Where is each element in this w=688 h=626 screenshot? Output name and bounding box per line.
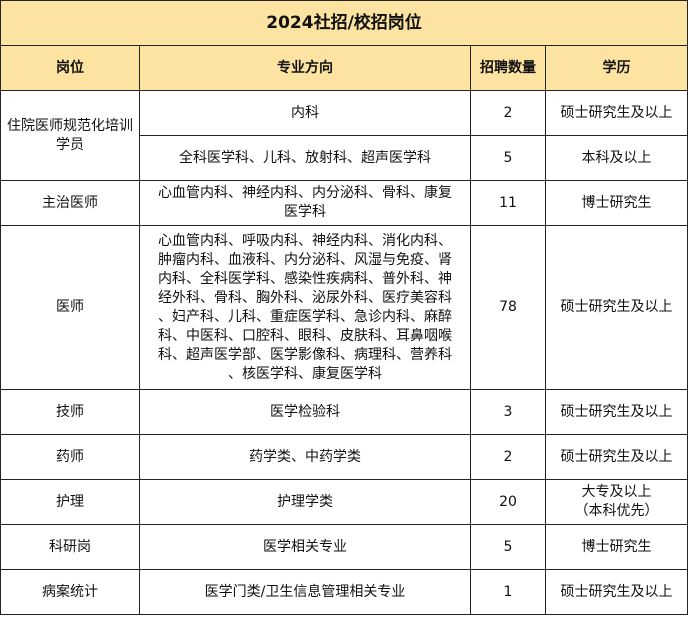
position-cell: 药师 (0, 434, 140, 480)
major-cell: 全科医学科、儿科、放射科、超声医学科 (139, 135, 471, 181)
major-cell: 药学类、中药学类 (139, 434, 471, 480)
major-cell: 心血管内科、神经内科、内分泌科、骨科、康复 医学科 (139, 180, 471, 226)
table-row: 技师 医学检验科 3 硕士研究生及以上 (0, 389, 688, 435)
education-cell: 博士研究生 (544, 180, 688, 226)
major-line: 内科、全科医学科、感染性疾病科、普外科、神 (158, 270, 452, 287)
major-line: 心血管内科、神经内科、内分泌科、骨科、康复 (158, 185, 452, 201)
table-row: 科研岗 医学相关专业 5 博士研究生 (0, 524, 688, 570)
count-cell: 1 (470, 569, 546, 615)
education-cell: 硕士研究生及以上 (544, 225, 688, 390)
major-line: 经外科、骨科、胸外科、泌尿外科、医疗美容科 (158, 289, 452, 306)
major-line: 、妇产科、儿科、重症医学科、急诊内科、麻醉 (158, 308, 452, 325)
table-row: 医师 心血管内科、呼吸内科、神经内科、消化内科、 肿瘤内科、血液科、内分泌科、风… (0, 225, 688, 390)
position-cell: 技师 (0, 389, 140, 435)
table-row: 病案统计 医学门类/卫生信息管理相关专业 1 硕士研究生及以上 (0, 569, 688, 615)
major-line: 肿瘤内科、血液科、内分泌科、风湿与免疫、肾 (158, 251, 452, 268)
count-cell: 2 (470, 434, 546, 480)
header-count: 招聘数量 (470, 45, 546, 91)
major-line: 科、超声医学部、医学影像科、病理科、营养科 (158, 346, 452, 363)
position-cell: 病案统计 (0, 569, 140, 615)
table-row: 全科医学科、儿科、放射科、超声医学科 5 本科及以上 (1, 135, 688, 181)
education-cell: 大专及以上 （本科优先） (544, 479, 688, 525)
major-line: 医学科 (284, 204, 326, 220)
education-line: （本科优先） (574, 503, 659, 519)
header-education: 学历 (544, 45, 688, 91)
table-row: 护理 护理学类 20 大专及以上 （本科优先） (0, 479, 688, 525)
count-cell: 3 (470, 389, 546, 435)
major-cell: 医学相关专业 (139, 524, 471, 570)
position-cell: 科研岗 (0, 524, 140, 570)
table-row: 药师 药学类、中药学类 2 硕士研究生及以上 (0, 434, 688, 480)
count-cell: 20 (470, 479, 546, 525)
header-major: 专业方向 (139, 45, 471, 91)
count-cell: 2 (470, 90, 546, 136)
education-cell: 博士研究生 (544, 524, 688, 570)
major-line: 心血管内科、呼吸内科、神经内科、消化内科、 (158, 232, 452, 249)
education-cell: 硕士研究生及以上 (544, 569, 688, 615)
education-cell: 硕士研究生及以上 (544, 389, 688, 435)
major-cell: 医学检验科 (139, 389, 471, 435)
education-cell: 硕士研究生及以上 (544, 90, 688, 136)
major-cell: 护理学类 (139, 479, 471, 525)
count-cell: 5 (470, 524, 546, 570)
position-cell: 医师 (0, 225, 140, 390)
table-row: 住院医师规范化培训学员 内科 2 硕士研究生及以上 (0, 90, 688, 181)
position-cell: 护理 (0, 479, 140, 525)
position-cell: 住院医师规范化培训学员 (0, 90, 140, 181)
table-title: 2024社招/校招岗位 (0, 0, 688, 46)
education-line: 大专及以上 (581, 484, 652, 500)
count-cell: 5 (470, 135, 546, 181)
position-cell: 主治医师 (0, 180, 140, 226)
major-cell: 医学门类/卫生信息管理相关专业 (139, 569, 471, 615)
major-line: 、核医学科、康复医学科 (228, 365, 382, 382)
table-row: 主治医师 心血管内科、神经内科、内分泌科、骨科、康复 医学科 11 博士研究生 (0, 180, 688, 226)
major-line: 科、中医科、口腔科、眼科、皮肤科、耳鼻咽喉 (158, 327, 452, 344)
count-cell: 11 (470, 180, 546, 226)
major-cell: 心血管内科、呼吸内科、神经内科、消化内科、 肿瘤内科、血液科、内分泌科、风湿与免… (139, 225, 471, 390)
header-position: 岗位 (0, 45, 140, 91)
education-cell: 硕士研究生及以上 (544, 434, 688, 480)
count-cell: 78 (470, 225, 546, 390)
major-cell: 内科 (139, 90, 471, 136)
education-cell: 本科及以上 (544, 135, 688, 181)
